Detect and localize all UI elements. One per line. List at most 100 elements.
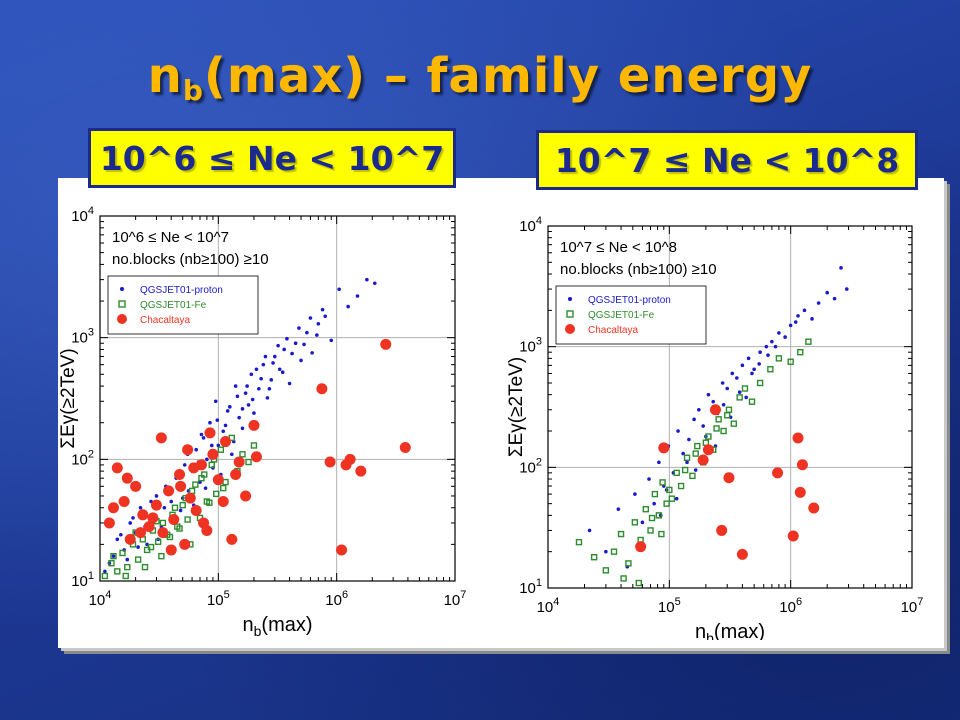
legend-label: QGSJET01-proton	[588, 295, 671, 306]
point-circle	[190, 504, 202, 516]
point-square	[663, 500, 670, 507]
point-square	[158, 552, 165, 560]
point-dot	[254, 367, 259, 372]
point-dot	[825, 290, 829, 295]
point-circle	[702, 444, 714, 456]
x-tick-label: 104	[89, 589, 112, 609]
range-label-right: 10^7 ≤ Ne < 10^8	[536, 130, 918, 190]
point-circle	[212, 474, 224, 486]
point-dot	[770, 339, 774, 344]
point-dot	[735, 376, 739, 380]
point-dot	[810, 317, 814, 321]
point-circle	[163, 485, 175, 497]
y-axis-label: ΣEγ(≥2TeV)	[60, 348, 79, 448]
point-circle	[204, 427, 216, 439]
point-square	[154, 538, 162, 545]
range-label-left: 10^6 ≤ Ne < 10^7	[88, 128, 456, 188]
point-dot	[816, 301, 821, 305]
point-square	[625, 560, 632, 567]
point-dot	[261, 362, 266, 367]
point-circle	[399, 442, 411, 454]
point-square	[213, 490, 220, 498]
point-dot	[199, 432, 204, 437]
point-dot	[737, 390, 742, 394]
point-square	[119, 549, 126, 557]
point-dot	[674, 496, 679, 501]
point-square	[756, 379, 764, 387]
point-square	[184, 516, 191, 523]
point-dot	[246, 403, 251, 407]
point-square	[602, 567, 610, 574]
point-square	[642, 505, 650, 513]
scatter-chart-right: 104 105 106 107 101 102 103 104 nb(max) ΣEγ(≥2TeV…	[506, 215, 923, 640]
point-square	[683, 454, 691, 461]
point-dot	[221, 429, 226, 434]
point-square	[741, 385, 749, 392]
point-circle	[107, 502, 119, 514]
point-square	[176, 525, 183, 532]
point-square	[673, 469, 680, 477]
legend-label: QGSJET01-proton	[140, 285, 223, 296]
legend-marker	[117, 314, 127, 324]
point-dot	[365, 277, 369, 282]
point-dot	[225, 409, 230, 413]
point-square	[658, 530, 665, 538]
point-square	[797, 348, 804, 356]
point-circle	[230, 469, 242, 481]
point-square	[648, 514, 656, 522]
point-square	[659, 479, 666, 486]
point-circle	[137, 509, 149, 521]
y-axis-label: ΣEγ(≥2TeV)	[506, 357, 527, 457]
legend-label: Chacaltaya	[140, 315, 190, 326]
point-dot	[209, 443, 214, 448]
point-square	[651, 490, 659, 498]
point-dot	[692, 417, 696, 422]
point-square	[134, 556, 142, 563]
point-square	[166, 533, 174, 541]
legend-box	[107, 275, 259, 335]
point-circle	[207, 448, 219, 460]
point-dot	[237, 415, 241, 420]
point-dot	[249, 372, 254, 377]
point-square	[620, 575, 627, 582]
point-dot	[730, 371, 735, 376]
point-square	[201, 471, 208, 478]
x-tick-label: 107	[444, 589, 467, 609]
x-tick-label: 104	[537, 596, 560, 616]
point-dot	[720, 381, 725, 385]
point-dot	[777, 331, 781, 335]
data-points	[575, 266, 849, 587]
point-circle	[175, 480, 187, 492]
point-square	[217, 446, 225, 453]
point-dot	[706, 392, 711, 397]
point-dot	[276, 343, 280, 348]
point-circle	[198, 517, 210, 529]
legend-label: Chacaltaya	[588, 325, 638, 336]
point-square	[101, 572, 109, 580]
point-dot	[111, 554, 116, 558]
point-dot	[308, 316, 313, 320]
point-circle	[250, 451, 262, 463]
point-dot	[750, 371, 754, 376]
point-dot	[125, 557, 130, 562]
point-dot	[604, 549, 608, 554]
point-square	[206, 499, 213, 506]
legend-marker	[120, 287, 124, 291]
scatter-chart-left: 104 105 106 107 101 102 103 104 nb(max) ΣEγ(≥2TeV…	[60, 205, 467, 636]
point-square	[681, 466, 689, 474]
point-dot	[259, 376, 263, 381]
point-dot	[757, 362, 761, 366]
point-square	[122, 572, 129, 580]
point-square	[787, 358, 794, 365]
point-dot	[240, 426, 245, 431]
point-dot	[346, 304, 350, 309]
point-dot	[721, 402, 726, 407]
point-square	[617, 530, 625, 538]
point-square	[724, 412, 731, 419]
x-tick-label: 106	[779, 596, 802, 616]
point-dot	[252, 411, 256, 415]
point-dot	[233, 384, 238, 388]
point-circle	[344, 453, 356, 465]
point-dot	[293, 341, 298, 346]
y-tick-label: 101	[71, 570, 94, 590]
